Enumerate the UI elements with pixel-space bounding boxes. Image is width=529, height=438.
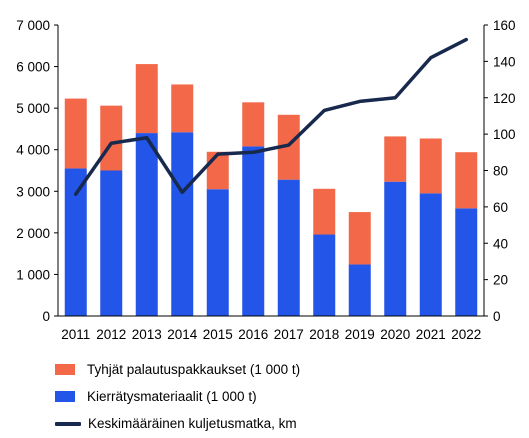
bar-empty-packaging-2021 [419,138,442,194]
y-right-tick-label: 140 [493,54,516,69]
bars-layer [64,64,478,316]
bar-recycling-2013 [135,133,158,316]
y-left-tick-label: 2 000 [16,226,50,241]
bar-recycling-2020 [384,181,407,316]
y-right-tick-label: 60 [493,200,508,215]
y-right-tick-label: 80 [493,164,508,179]
y-left-tick-label: 4 000 [16,143,50,158]
legend: Tyhjät palautuspakkaukset (1 000 t) Kier… [55,356,515,437]
legend-item-recycling-materials: Kierrätysmateriaalit (1 000 t) [55,383,515,410]
axes-layer: 0 1 000 2 000 3 000 4 000 5 000 6 000 7 000 0 20 4… [16,18,515,342]
x-tick-label-2011: 2011 [61,327,90,342]
x-tick-label-2020: 2020 [380,327,410,342]
x-tick-label-2017: 2017 [274,327,304,342]
x-tick-label-2016: 2016 [238,327,268,342]
legend-item-transport-distance: Keskimääräinen kuljetusmatka, km [55,410,515,437]
y-right-tick-label: 0 [493,309,501,324]
x-tick-label-2013: 2013 [132,327,162,342]
bar-recycling-2017 [277,179,300,316]
x-tick-label-2019: 2019 [345,327,375,342]
bar-recycling-2015 [206,189,229,316]
line-layer [74,37,468,196]
y-left-tick-label: 0 [42,309,50,324]
x-tick-label-2015: 2015 [203,327,233,342]
bar-empty-packaging-2019 [348,212,371,265]
bar-recycling-2022 [455,208,478,316]
bar-recycling-2012 [100,170,123,316]
bar-empty-packaging-2018 [313,188,336,235]
bar-recycling-2019 [348,264,371,316]
y-left-tick-label: 3 000 [16,184,50,199]
bar-recycling-2011 [64,168,87,316]
bar-empty-packaging-2022 [455,152,478,209]
legend-swatch-empty-packaging [55,364,75,375]
x-tick-label-2021: 2021 [416,327,446,342]
x-tick-label-2018: 2018 [309,327,339,342]
bar-recycling-2014 [171,132,194,316]
y-right-tick-label: 40 [493,236,508,251]
y-left-tick-label: 1 000 [16,267,50,282]
legend-label-transport-distance: Keskimääräinen kuljetusmatka, km [88,416,297,431]
legend-swatch-transport-distance [55,421,81,426]
y-left-tick-label: 5 000 [16,101,50,116]
x-tick-label-2012: 2012 [96,327,126,342]
bar-empty-packaging-2013 [135,64,158,134]
bar-recycling-2018 [313,234,336,316]
bar-empty-packaging-2020 [384,136,407,182]
x-tick-label-2022: 2022 [451,327,481,342]
bar-recycling-2021 [419,193,442,316]
bar-empty-packaging-2016 [242,102,265,147]
legend-item-empty-packaging: Tyhjät palautuspakkaukset (1 000 t) [55,356,515,383]
chart: 0 1 000 2 000 3 000 4 000 5 000 6 000 7 000 0 20 4… [16,18,515,342]
line-transport-distance [74,37,468,196]
bar-empty-packaging-2011 [64,98,87,169]
legend-label-recycling-materials: Kierrätysmateriaalit (1 000 t) [87,389,257,404]
y-right-tick-label: 100 [493,127,516,142]
legend-swatch-recycling-materials [55,391,75,402]
bar-empty-packaging-2015 [206,151,229,190]
y-right-tick-label: 160 [493,18,516,33]
bar-empty-packaging-2017 [277,114,300,180]
y-left-tick-label: 7 000 [16,18,50,33]
x-tick-label-2014: 2014 [167,327,198,342]
y-left-tick-label: 6 000 [16,60,50,75]
legend-label-empty-packaging: Tyhjät palautuspakkaukset (1 000 t) [87,362,301,377]
y-right-tick-label: 20 [493,273,508,288]
y-right-tick-label: 120 [493,91,516,106]
bar-recycling-2016 [242,146,265,316]
bar-empty-packaging-2014 [171,84,194,133]
bar-empty-packaging-2012 [100,105,123,171]
